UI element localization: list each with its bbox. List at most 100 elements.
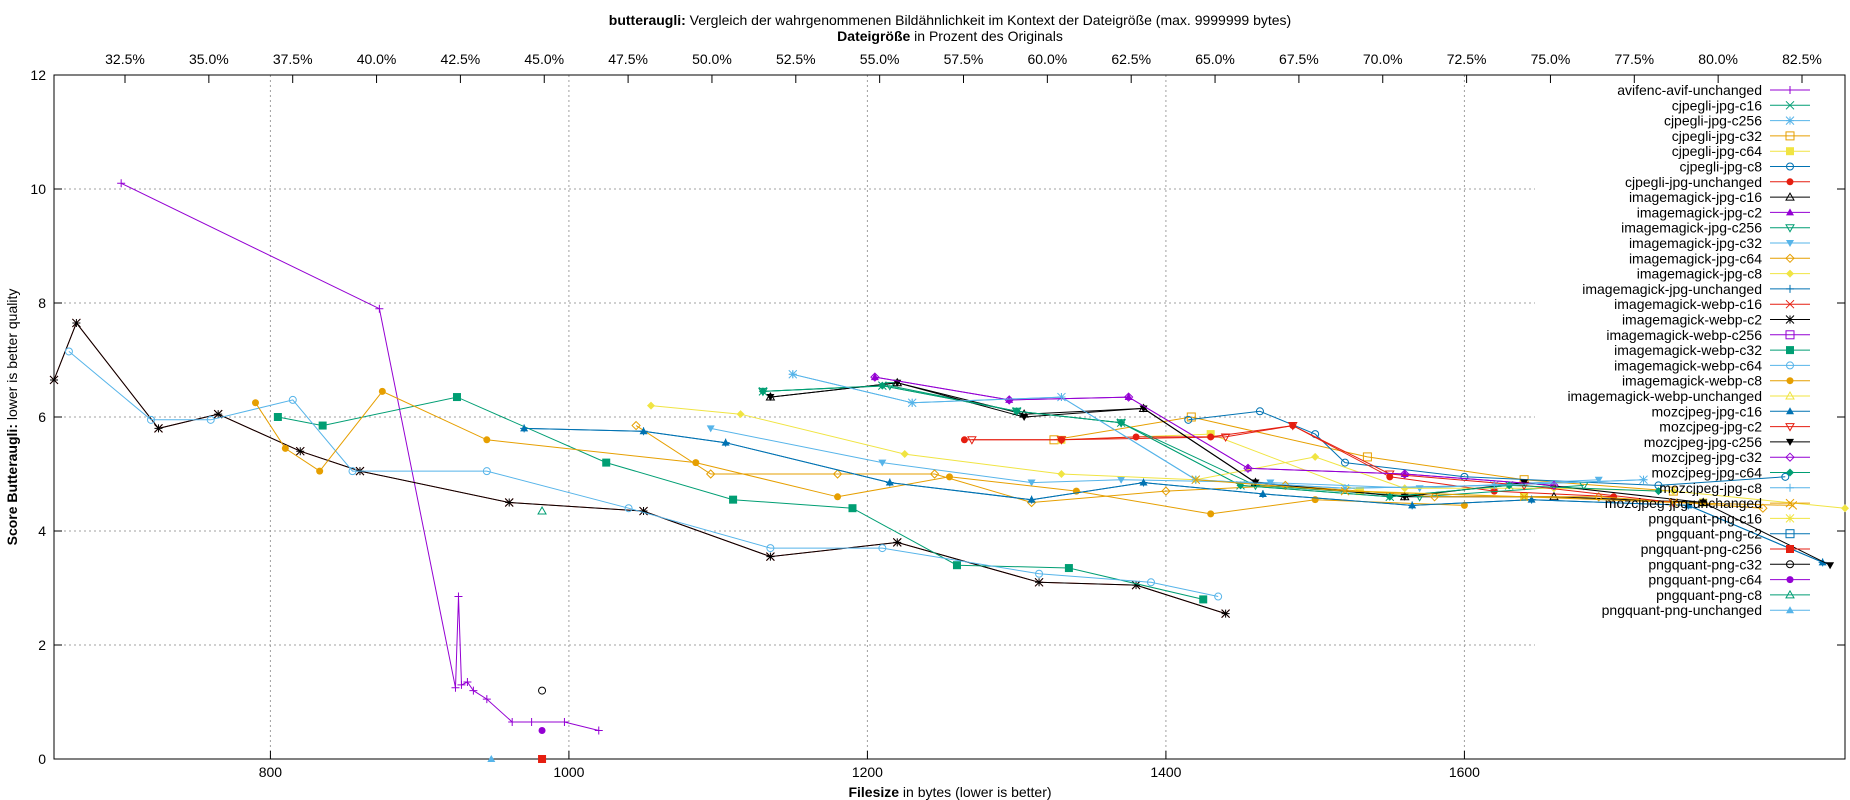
- data-point: [375, 304, 384, 313]
- legend-entry: pngquant-png-c32: [1648, 556, 1810, 572]
- data-point: [1362, 452, 1372, 462]
- data-point: [1057, 393, 1066, 402]
- x2-tick-label: 62.5%: [1111, 51, 1151, 67]
- data-point: [706, 425, 715, 433]
- legend-entry: avifenc-avif-unchanged: [1617, 82, 1810, 98]
- data-point: [1781, 472, 1790, 481]
- x2-tick-label: 57.5%: [944, 51, 984, 67]
- x2-tick-label: 42.5%: [441, 51, 481, 67]
- data-point: [878, 544, 887, 553]
- legend-entry: imagemagick-jpg-c32: [1629, 235, 1810, 251]
- data-point: [692, 459, 700, 467]
- data-point: [1786, 483, 1794, 492]
- data-point: [647, 401, 655, 410]
- data-point: [834, 493, 842, 501]
- data-point: [1266, 479, 1275, 487]
- data-point: [594, 726, 603, 735]
- series-pngquant-png-c32: [538, 686, 547, 695]
- data-point: [273, 413, 282, 421]
- legend-entry: pngquant-png-unchanged: [1602, 602, 1810, 618]
- series-line: [255, 390, 1465, 515]
- series-line: [1188, 410, 1786, 486]
- data-point: [1786, 269, 1794, 278]
- data-point: [1146, 578, 1155, 587]
- series-line: [277, 396, 1204, 600]
- data-point: [639, 506, 648, 516]
- series-line: [53, 321, 1226, 615]
- data-point: [705, 469, 716, 479]
- data-point: [900, 450, 909, 459]
- legend-label: pngquant-png-c32: [1648, 556, 1762, 572]
- data-point: [1131, 580, 1141, 590]
- series-line: [120, 182, 599, 731]
- x-tick-label: 1200: [852, 764, 883, 780]
- data-point: [1384, 470, 1395, 480]
- legend-label: cjpegli-jpg-c64: [1672, 143, 1762, 159]
- data-point: [1340, 486, 1350, 496]
- data-point: [1221, 609, 1230, 619]
- data-point: [1786, 86, 1794, 94]
- data-point: [1311, 452, 1320, 461]
- data-point: [1012, 407, 1021, 416]
- data-point: [1786, 377, 1794, 385]
- data-point: [482, 467, 491, 476]
- data-point: [1786, 178, 1794, 186]
- legend-label: avifenc-avif-unchanged: [1617, 82, 1762, 98]
- data-point: [1207, 510, 1215, 518]
- data-point: [154, 424, 163, 433]
- legend-entry: imagemagick-webp-unchanged: [1567, 388, 1810, 404]
- legend-entry: cjpegli-jpg-c32: [1672, 128, 1810, 144]
- data-point: [457, 680, 466, 689]
- x2-tick-label: 37.5%: [273, 51, 313, 67]
- data-point: [908, 398, 917, 407]
- data-point: [729, 495, 738, 504]
- series-pngquant-png-c256: [538, 755, 547, 763]
- legend-entry: mozcjpeg-jpg-c256: [1644, 434, 1810, 450]
- data-point: [1035, 569, 1044, 578]
- legend-label: cjpegli-jpg-c32: [1672, 128, 1762, 144]
- data-point: [1785, 529, 1795, 539]
- data-point: [1785, 330, 1795, 340]
- data-point: [1034, 577, 1044, 587]
- data-point: [1786, 361, 1794, 370]
- legend-label: pngquant-png-c16: [1648, 510, 1762, 526]
- y-ticks: 0 2 4 6 8 10 12: [30, 67, 1845, 767]
- data-point: [1490, 487, 1498, 495]
- grid: [54, 75, 1535, 759]
- data-point: [147, 415, 156, 424]
- data-point: [929, 469, 940, 479]
- series-imagemagick-webp-c2: [49, 318, 1230, 619]
- data-point: [1785, 498, 1795, 508]
- x2-tick-label: 80.0%: [1698, 51, 1738, 67]
- data-point: [1549, 480, 1559, 491]
- data-point: [1785, 514, 1795, 523]
- data-point: [878, 459, 887, 467]
- data-point: [452, 393, 461, 402]
- data-point: [1785, 299, 1795, 309]
- y-tick-label: 6: [38, 409, 46, 425]
- data-point: [318, 421, 327, 430]
- data-point: [1191, 475, 1201, 485]
- data-point: [1280, 480, 1291, 491]
- data-point: [952, 561, 961, 570]
- legend-entry: cjpegli-jpg-unchanged: [1625, 174, 1810, 190]
- legend-entry: imagemagick-jpg-c8: [1637, 266, 1810, 282]
- data-point: [1064, 564, 1073, 573]
- series-mozcjpeg-jpg-c32: [870, 372, 1559, 491]
- data-point: [1400, 469, 1410, 479]
- series-imagemagick-webp-c32: [273, 393, 1208, 604]
- legend-entry: imagemagick-jpg-unchanged: [1582, 281, 1810, 297]
- data-point: [451, 683, 460, 692]
- data-point: [967, 436, 977, 445]
- legend-label: imagemagick-jpg-c32: [1629, 235, 1762, 251]
- data-point: [213, 409, 223, 419]
- legend-label: mozcjpeg-jpg-unchanged: [1605, 495, 1762, 511]
- data-point: [1220, 433, 1231, 442]
- legend-entry: imagemagick-jpg-c256: [1621, 220, 1810, 236]
- legend-entry: cjpegli-jpg-c16: [1672, 97, 1810, 113]
- x2-tick-label: 82.5%: [1782, 51, 1822, 67]
- data-point: [1117, 418, 1126, 427]
- data-point: [251, 399, 259, 407]
- chart-title: butteraugli: Vergleich der wahrgenommene…: [609, 12, 1291, 28]
- data-point: [878, 381, 887, 390]
